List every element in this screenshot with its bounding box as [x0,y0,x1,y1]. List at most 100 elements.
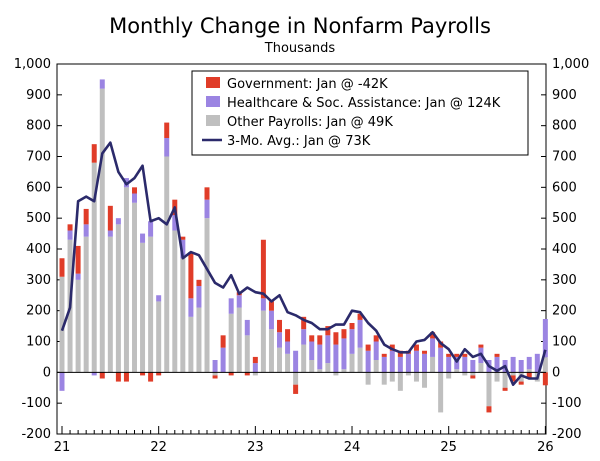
other-bar [164,156,170,373]
government-bar [204,187,210,200]
other-bar [99,88,105,373]
y-tick-label-right: 1,000 [552,57,589,72]
healthcare-bar [534,353,540,373]
government-bar [413,344,419,351]
government-bar [268,301,274,311]
other-bar [526,369,532,373]
government-bar [462,353,468,357]
legend-box [191,70,529,156]
government-bar [349,323,355,330]
healthcare-bar [430,338,436,357]
y-tick-label-left: -200 [21,427,51,442]
government-bar [252,356,258,364]
other-bar [405,372,411,376]
government-bar [365,344,371,351]
government-bar [446,353,452,357]
healthcare-bar [301,329,307,345]
other-bar [236,307,242,373]
other-bar [422,372,428,388]
healthcare-bar [389,350,395,373]
government-bar [526,372,532,379]
healthcare-bar [341,338,347,370]
other-bar [309,360,315,373]
healthcare-bar [172,215,178,231]
other-bar [325,363,331,373]
y-tick-label-right: 800 [552,119,577,134]
other-bar [268,329,274,373]
other-bar [132,202,137,373]
other-bar [397,372,403,391]
y-axis-left: -200 -100 0 100 200 300 400 500 600 700 800 900 1,00… [14,57,62,442]
government-bar [107,205,113,231]
healthcare-bar [381,356,387,373]
y-tick-label-right: 700 [552,150,577,165]
healthcare-bar [526,356,532,370]
healthcare-bar [470,360,476,373]
other-bar [293,372,299,385]
healthcare-bar [164,138,170,157]
other-bar [156,301,162,373]
healthcare-bar [309,341,315,360]
government-bar [277,319,282,333]
healthcare-bar [220,347,226,373]
government-bar [494,353,500,357]
other-bar [454,369,460,373]
x-tick-label: 22 [150,440,167,455]
healthcare-bar [107,230,113,237]
government-bar [220,335,226,348]
chart-title: Monthly Change in Nonfarm Payrolls [109,14,491,38]
government-bar [148,372,154,382]
other-bar [510,372,516,376]
other-bar [389,372,395,382]
other-bar [228,313,234,373]
government-bar [293,384,299,394]
government-bar [373,335,379,342]
other-bar [260,310,266,373]
healthcare-bar [180,239,186,259]
other-bar [494,372,500,382]
government-bar [115,372,121,382]
government-bar [164,122,170,138]
other-bar [172,230,178,373]
other-bar [341,369,347,373]
government-bar [478,344,484,348]
x-tick-label: 23 [247,440,264,455]
other-bar [365,372,371,385]
other-bar [115,224,121,373]
healthcare-bar [244,319,250,336]
healthcare-bar [373,341,379,360]
y-tick-label-right: 100 [552,335,577,350]
other-bar [180,258,186,373]
healthcare-bar [212,360,218,373]
government-bar [422,350,428,354]
government-bar [140,372,146,376]
healthcare-bar [542,318,548,358]
healthcare-bar [518,360,524,373]
government-bar [454,353,460,357]
healthcare-bar [317,344,323,370]
healthcare-bar [91,372,97,376]
government-bar [341,329,347,339]
y-tick-label-left: 700 [26,150,51,165]
healthcare-bar [494,356,500,373]
x-tick-label: 26 [537,440,554,455]
legend-label-other: Other Payrolls: Jan @ 49K [227,115,393,130]
government-bar [317,335,323,345]
other-bar [244,335,250,373]
healthcare-bar [357,319,363,348]
healthcare-bar [188,298,194,317]
government-bar [180,236,186,240]
government-bar [156,372,162,376]
chart-subtitle: Thousands [264,41,336,56]
government-bar [228,372,234,376]
healthcare-bar [83,224,89,237]
y-tick-label-left: 1,000 [14,57,51,72]
y-tick-label-left: 900 [26,88,51,103]
other-bar [107,236,113,373]
other-bar [502,372,508,388]
x-axis: 21 22 23 24 25 26 [54,426,554,455]
government-bar [285,329,291,342]
x-tick-label: 24 [344,440,361,455]
other-bar [357,347,363,373]
other-bar [301,344,307,373]
